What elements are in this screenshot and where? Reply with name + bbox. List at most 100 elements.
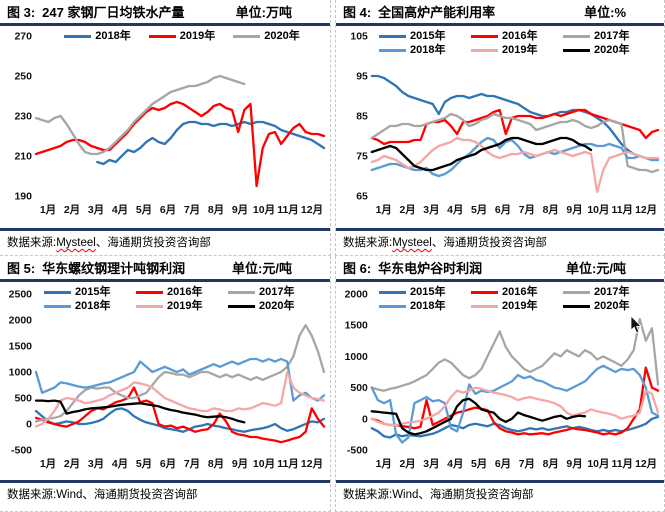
y-axis-tick-label: 95 <box>356 71 368 82</box>
x-axis-tick-label: 12月 <box>635 204 657 216</box>
chart-area: 105 95 85 75 65 1月 2月 3月 4月 5月 6月 7月 8月 9月 10月 11月 12月 2… <box>336 26 664 228</box>
x-axis-tick-label: 1月 <box>376 204 392 216</box>
x-axis-tick-label: 11月 <box>277 458 299 470</box>
x-axis-tick-label: 2月 <box>64 204 80 216</box>
x-axis-tick-label: 1月 <box>40 204 56 216</box>
y-axis-tick-label: 0 <box>362 414 368 425</box>
panel-header: 图 4: 全国高炉产能利用率 单位:% <box>336 0 664 23</box>
series-line-2020年 <box>370 136 593 172</box>
x-axis-tick-label: 8月 <box>208 204 224 216</box>
source-suffix: 、海通期货投资咨询部 <box>82 489 198 501</box>
chart-panel-fig3: 图 3: 247 家钢厂日均铁水产量 单位:万吨 270 250 230 210 190… <box>0 0 331 256</box>
figure-number: 图 4: <box>343 5 372 20</box>
x-axis-tick-label: 3月 <box>88 458 104 470</box>
unit-label: 单位:元/吨 <box>566 261 626 276</box>
y-axis-tick-label: 190 <box>14 191 32 203</box>
y-axis-tick-label: 1500 <box>9 341 33 353</box>
mouse-cursor-icon <box>630 316 642 334</box>
unit-label: 单位:万吨 <box>235 5 292 20</box>
series-line-2019年 <box>370 386 660 427</box>
series-line-2020年 <box>370 397 587 436</box>
unit-label: 单位:% <box>584 5 626 20</box>
source-name: Wind <box>56 489 83 501</box>
source-prefix: 数据来源: <box>7 237 57 249</box>
x-axis-tick-label: 9月 <box>566 204 582 216</box>
x-axis-tick-label: 3月 <box>88 204 104 216</box>
source-prefix: 数据来源: <box>343 237 393 249</box>
y-axis-tick-label: -500 <box>11 445 32 457</box>
x-axis-tick-label: 2月 <box>399 458 415 470</box>
x-axis-tick-label: 10月 <box>587 458 609 470</box>
x-axis-tick-label: 6月 <box>160 204 176 216</box>
source-name: Mysteel <box>392 237 432 249</box>
figure-title: 华东螺纹钢理计吨钢利润 <box>42 261 186 276</box>
series-line-2018年 <box>370 136 660 178</box>
source-suffix: 、海通期货投资咨询部 <box>418 489 534 501</box>
series-line-2018年 <box>370 364 660 444</box>
series-line-2017年 <box>34 324 326 423</box>
divider-rule <box>0 23 330 26</box>
divider-rule <box>336 279 664 282</box>
x-axis-tick-label: 12月 <box>635 458 657 470</box>
x-axis-tick-label: 11月 <box>277 204 299 216</box>
x-axis-tick-label: 7月 <box>184 458 200 470</box>
source-name: Mysteel <box>56 237 96 249</box>
series-line-2015年 <box>34 407 326 433</box>
series-line-2019年 <box>34 100 326 188</box>
y-axis-tick-label: 2500 <box>9 289 33 301</box>
y-axis-tick-label: 0 <box>26 419 32 431</box>
chart-panel-fig4: 图 4: 全国高炉产能利用率 单位:% 105 95 85 75 65 1月 2月 3月 4月 5… <box>335 0 665 256</box>
x-axis-tick-label: 8月 <box>543 204 559 216</box>
y-axis-tick-label: 65 <box>356 191 368 202</box>
y-axis-tick-label: 2000 <box>345 289 368 300</box>
x-axis-tick-label: 9月 <box>232 458 248 470</box>
divider-rule <box>0 480 330 483</box>
series-line-2016年 <box>34 386 326 444</box>
line-chart-canvas: 270 250 230 210 190 1月 2月 3月 4月 5月 6月 7月 8月 9月 10月 11月 1… <box>14 31 326 216</box>
x-axis-tick-label: 10月 <box>587 204 609 216</box>
x-axis-tick-label: 6月 <box>495 204 511 216</box>
source-name: Wind <box>392 489 419 501</box>
y-axis-tick-label: 85 <box>356 111 368 122</box>
line-chart-canvas: 2500 2000 1500 1000 500 0 -500 1月 2月 3月 4月 5月 6月 7月 8月… <box>9 289 326 470</box>
divider-rule <box>336 228 664 231</box>
chart-panel-fig5: 图 5: 华东螺纹钢理计吨钢利润 单位:元/吨 2500 2000 1500 1000… <box>0 256 331 512</box>
panel-header: 图 3: 247 家钢厂日均铁水产量 单位:万吨 <box>0 0 330 23</box>
figure-title: 华东电炉谷时利润 <box>378 261 483 276</box>
data-source: 数据来源:Mysteel、海通期货投资咨询部 <box>0 231 330 250</box>
x-axis-tick-label: 3月 <box>423 204 439 216</box>
series-line-2015年 <box>370 415 660 439</box>
x-axis-tick-label: 11月 <box>612 204 633 216</box>
y-axis-tick-label: 210 <box>14 151 32 163</box>
figure-title: 全国高炉产能利用率 <box>378 5 496 20</box>
x-axis-tick-label: 3月 <box>423 458 439 470</box>
x-axis-tick-label: 12月 <box>301 458 323 470</box>
unit-label: 单位:元/吨 <box>232 261 292 276</box>
y-axis-tick-label: 75 <box>356 151 368 162</box>
series-line-2017年 <box>370 317 660 392</box>
panel-header: 图 5: 华东螺纹钢理计吨钢利润 单位:元/吨 <box>0 256 330 279</box>
y-axis-tick-label: 1000 <box>345 352 368 363</box>
x-axis-tick-label: 6月 <box>160 458 176 470</box>
y-axis-tick-label: 250 <box>14 71 32 83</box>
y-axis-tick-label: 230 <box>14 111 32 123</box>
figure-number: 图 6: <box>343 261 372 276</box>
x-axis-tick-label: 5月 <box>471 204 487 216</box>
source-prefix: 数据来源: <box>7 489 57 501</box>
x-axis-tick-label: 7月 <box>519 458 535 470</box>
x-axis-tick-label: 6月 <box>495 458 511 470</box>
series-line-2019年 <box>370 136 660 194</box>
series-line-2018年 <box>34 357 326 402</box>
y-axis-tick-label: 2000 <box>9 315 33 327</box>
x-axis-tick-label: 9月 <box>566 458 582 470</box>
x-axis-tick-label: 8月 <box>208 458 224 470</box>
figure-title: 247 家钢厂日均铁水产量 <box>42 5 185 20</box>
y-axis-tick-label: 105 <box>350 31 368 42</box>
divider-rule <box>0 228 330 231</box>
source-suffix: 、海通期货投资咨询部 <box>431 237 547 249</box>
x-axis-tick-label: 5月 <box>136 458 152 470</box>
x-axis-tick-label: 8月 <box>543 458 559 470</box>
data-source: 数据来源:Mysteel、海通期货投资咨询部 <box>336 231 664 250</box>
series-line-2017年 <box>370 112 660 174</box>
series-line-2016年 <box>370 366 660 436</box>
